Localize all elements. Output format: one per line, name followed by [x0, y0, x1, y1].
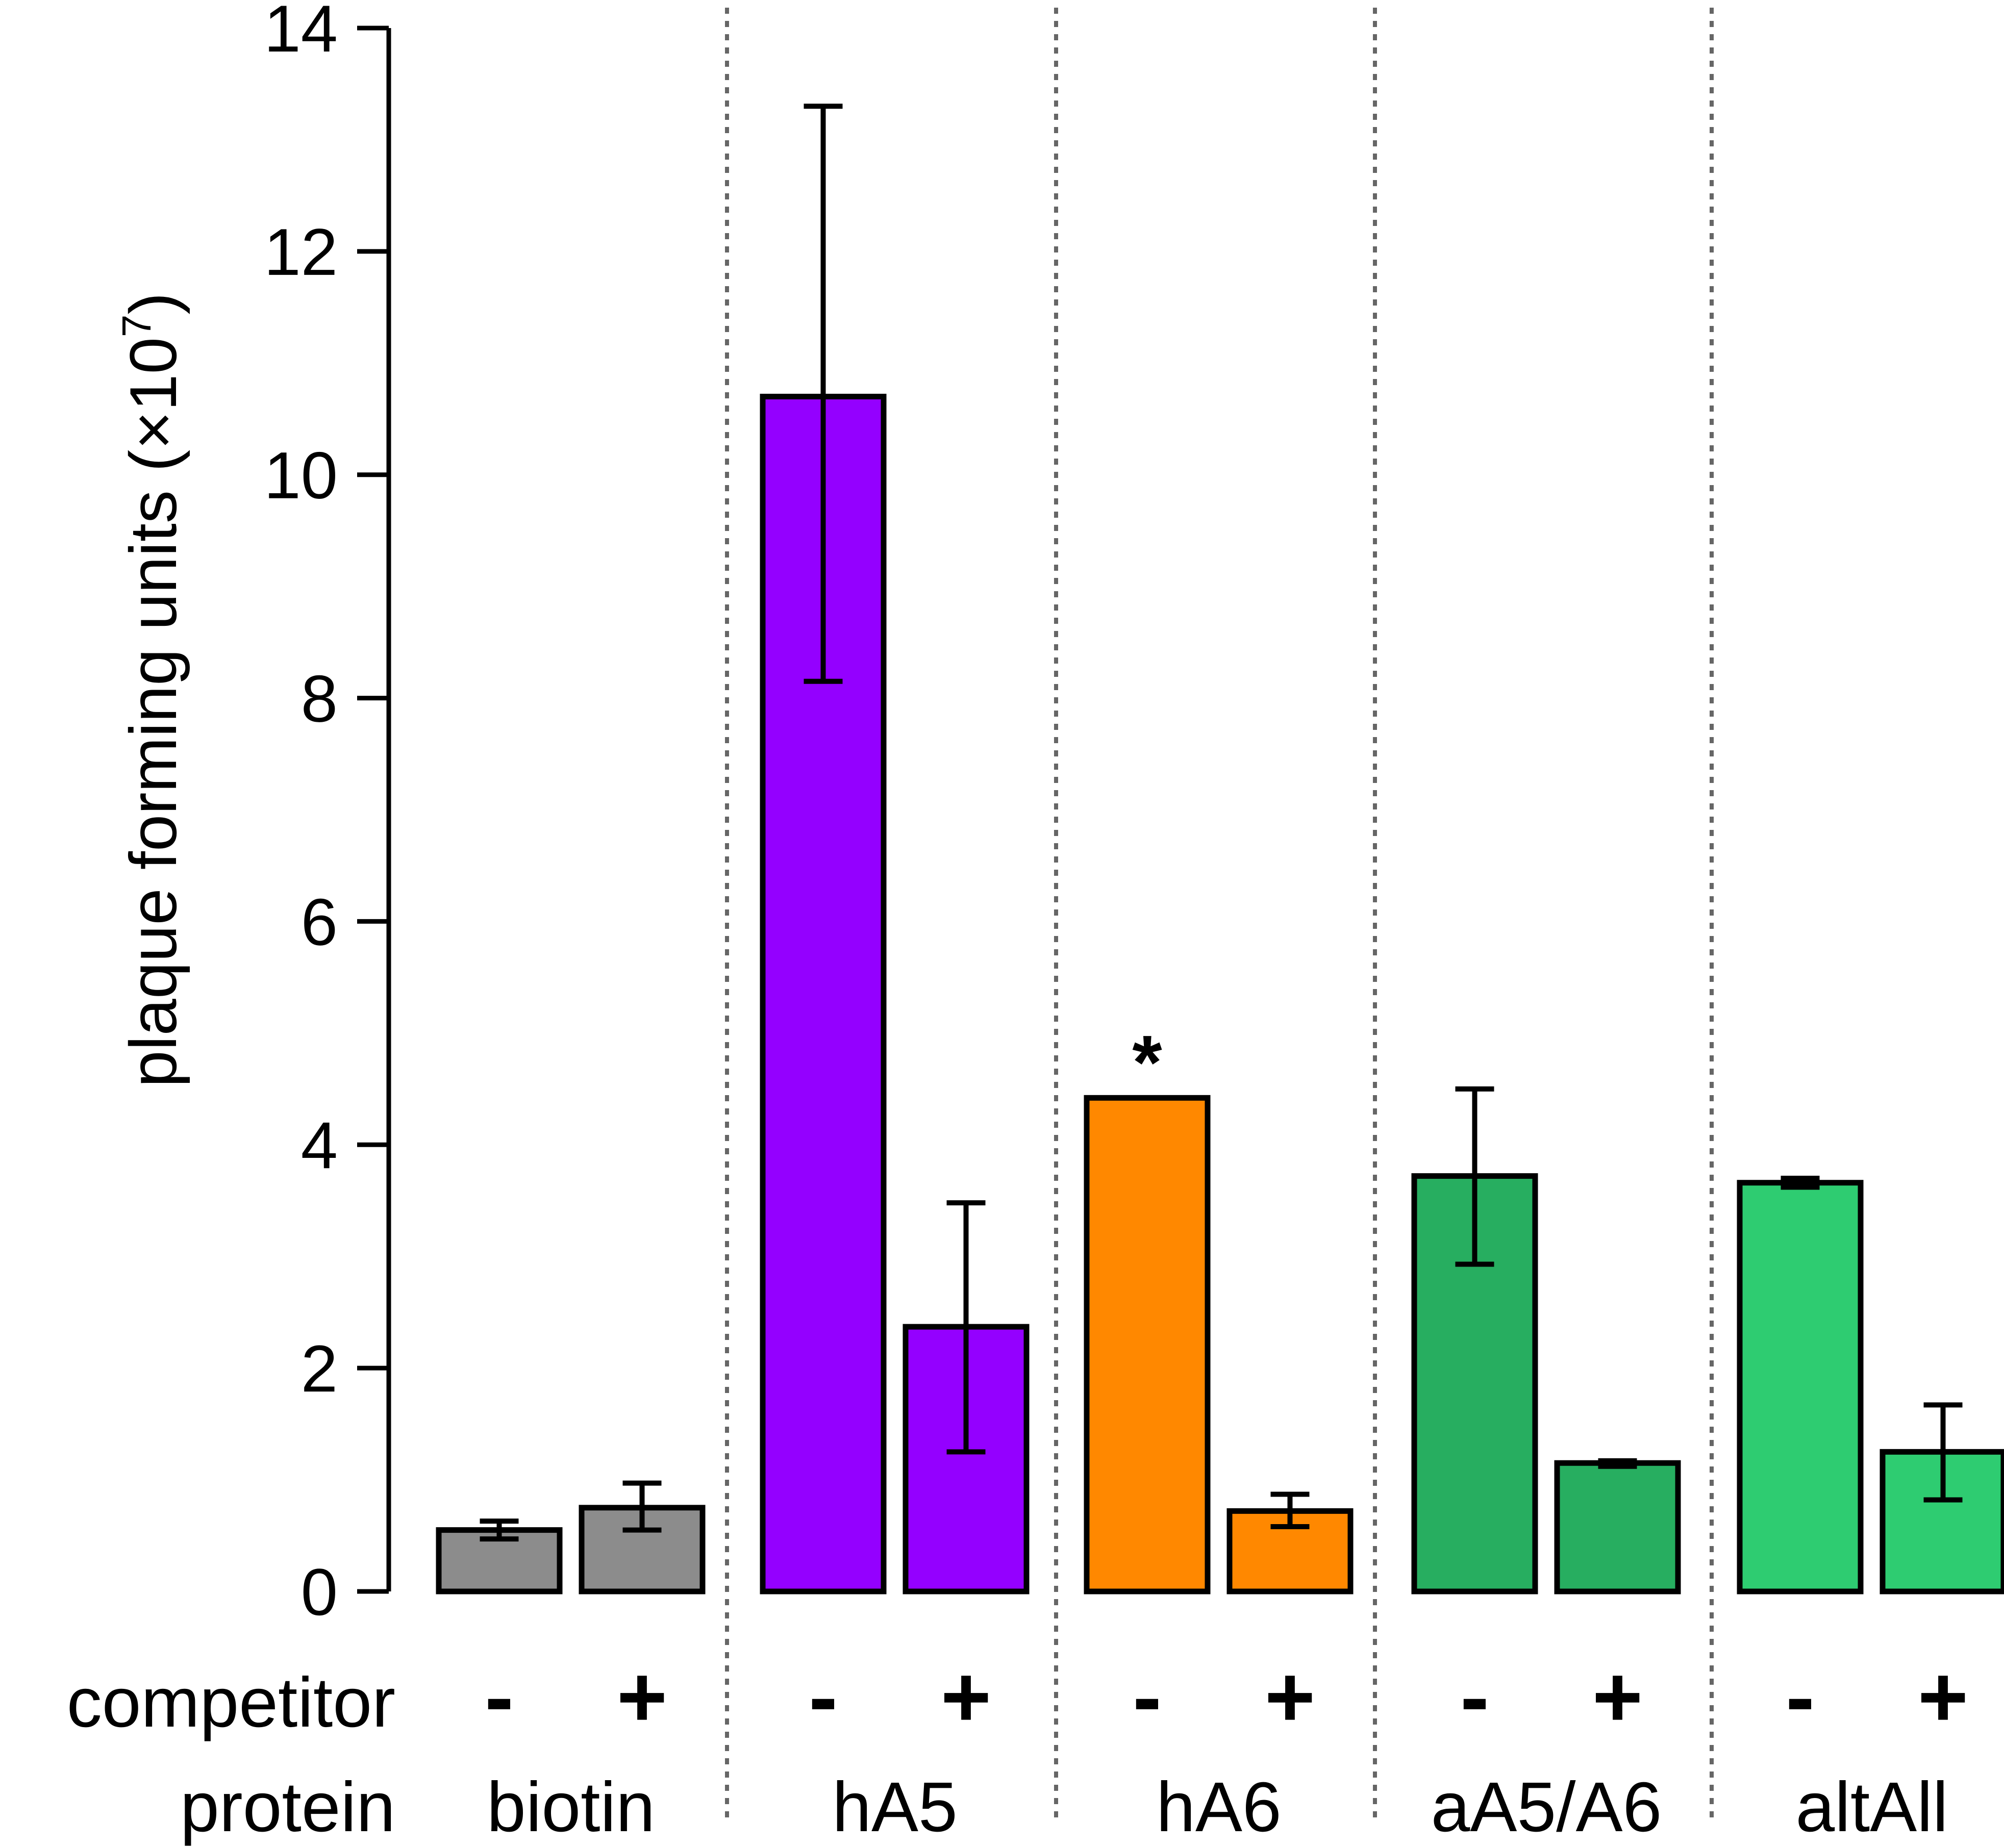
protein-label: altAll [1795, 1768, 1948, 1846]
protein-label: aA5/A6 [1431, 1768, 1662, 1846]
y-tick-label: 0 [301, 1555, 338, 1629]
competitor-sign: - [1133, 1649, 1162, 1745]
y-tick-label: 2 [301, 1331, 338, 1406]
competitor-sign: + [1918, 1649, 1968, 1745]
competitor-sign: + [1265, 1649, 1315, 1745]
y-axis: 0 2 4 6 8 10 12 14 [264, 0, 391, 1629]
error-bars [480, 104, 1963, 1542]
competitor-sign: - [485, 1649, 514, 1745]
x-category-labels: competitor protein - + biotin - + hA5 - + * hA6 - +… [67, 1019, 1968, 1846]
y-tick-label: 4 [301, 1108, 338, 1182]
competitor-sign: - [809, 1649, 838, 1745]
bars [436, 393, 2004, 1594]
y-tick-label: 6 [301, 884, 338, 959]
competitor-sign: + [1592, 1649, 1643, 1745]
protein-label: hA5 [832, 1768, 958, 1846]
y-tick-label: 8 [301, 662, 338, 736]
competitor-sign: + [941, 1649, 991, 1745]
bar-ha6-minus [1084, 1095, 1211, 1594]
y-axis-title-close: ) [116, 292, 190, 314]
y-axis-title-base: plaque forming units (×10 [116, 337, 190, 1087]
y-axis-title: plaque forming units (×107) [114, 292, 190, 1087]
group-separators [725, 8, 1714, 1818]
y-tick-label: 12 [264, 215, 338, 289]
competitor-row-label: competitor [67, 1663, 395, 1742]
protein-label: hA6 [1156, 1768, 1282, 1846]
competitor-sign: - [1786, 1649, 1815, 1745]
bar-aa5a6-plus [1554, 1460, 1681, 1594]
y-axis-title-superscript: 7 [114, 315, 159, 338]
y-tick-label: 10 [264, 438, 338, 513]
y-tick-label: 14 [264, 0, 338, 66]
competitor-sign: + [617, 1649, 667, 1745]
bar-altall-minus [1737, 1180, 1864, 1594]
competitor-sign: - [1460, 1649, 1489, 1745]
protein-label: biotin [487, 1768, 655, 1846]
significance-marker: * [1132, 1019, 1162, 1105]
protein-row-label: protein [180, 1768, 395, 1846]
